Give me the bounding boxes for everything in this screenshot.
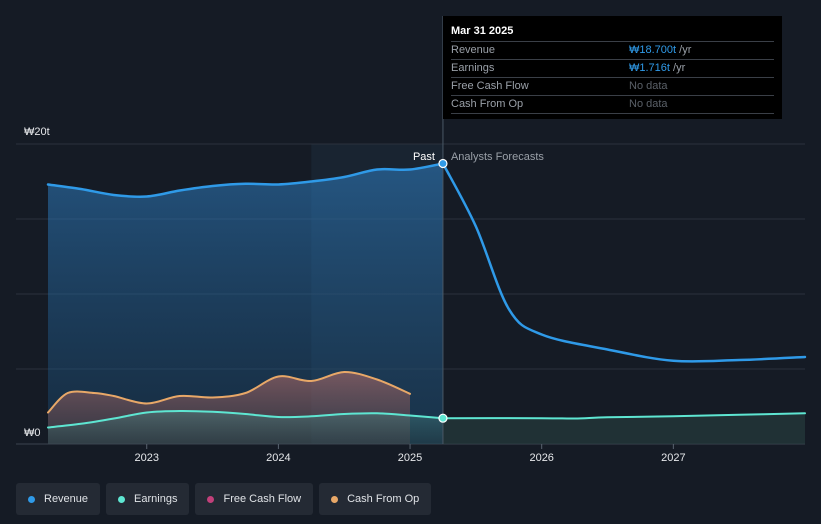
past-label: Past <box>413 151 435 163</box>
tooltip-row-label: Free Cash Flow <box>451 80 529 92</box>
x-tick-label: 2025 <box>398 452 422 464</box>
x-tick-label: 2027 <box>661 452 685 464</box>
revenue-marker[interactable] <box>438 158 448 169</box>
tooltip-row-revenue: Revenue ₩18.700t /yr <box>451 41 774 59</box>
legend-label: Earnings <box>134 493 178 505</box>
tooltip-row-label: Cash From Op <box>451 98 524 110</box>
y-axis-bottom-label: ₩0 <box>24 427 41 439</box>
tooltip-row-fcf: Free Cash Flow No data <box>451 77 774 95</box>
tooltip-row-label: Revenue <box>451 44 496 56</box>
tooltip-row-earnings: Earnings ₩1.716t /yr <box>451 59 774 77</box>
x-tick-label: 2024 <box>266 452 290 464</box>
x-tick-label: 2023 <box>134 452 158 464</box>
legend-label: Free Cash Flow <box>223 493 302 505</box>
legend: Revenue Earnings Free Cash Flow Cash Fro… <box>16 483 432 515</box>
legend-label: Revenue <box>44 493 89 505</box>
y-axis-top-label: ₩20t <box>24 126 50 138</box>
revenue-forecast-line <box>441 162 807 363</box>
legend-item-earnings[interactable]: Earnings <box>106 483 190 515</box>
cash-from-op-dot-icon <box>331 495 339 503</box>
earnings-marker[interactable] <box>438 413 448 423</box>
legend-label: Cash From Op <box>347 493 420 505</box>
legend-item-revenue[interactable]: Revenue <box>16 483 101 515</box>
x-axis-ticks: 2023 2024 2025 2026 2027 <box>134 444 686 464</box>
revenue-dot-icon <box>28 495 35 503</box>
tooltip-row-value: No data <box>629 98 668 110</box>
earnings-forecast-area <box>443 413 805 444</box>
revenue-past-line <box>46 162 445 199</box>
cash-from-op-line <box>47 370 411 414</box>
tooltip-row-value: ₩18.700t /yr <box>629 44 692 56</box>
forecast-label: Analysts Forecasts <box>451 151 544 163</box>
tooltip-date: Mar 31 2025 <box>451 25 514 37</box>
tooltip-row-value: No data <box>629 80 668 92</box>
earnings-past-line <box>47 409 444 429</box>
tooltip-row-label: Earnings <box>451 62 495 74</box>
tooltip-row-cfo: Cash From Op No data <box>451 95 774 114</box>
free-cash-flow-dot-icon <box>207 495 215 503</box>
x-tick-label: 2026 <box>529 452 553 464</box>
data-tooltip: Mar 31 2025 Revenue ₩18.700t /yr Earning… <box>443 16 782 119</box>
series-lines <box>46 162 807 429</box>
legend-item-cash-from-op[interactable]: Cash From Op <box>319 483 432 515</box>
legend-item-free-cash-flow[interactable]: Free Cash Flow <box>195 483 314 515</box>
series-markers <box>438 158 448 423</box>
series-areas <box>48 163 805 444</box>
tooltip-row-value: ₩1.716t /yr <box>629 62 686 74</box>
earnings-forecast-line <box>442 412 806 420</box>
earnings-area <box>48 410 443 444</box>
earnings-dot-icon <box>118 495 126 503</box>
